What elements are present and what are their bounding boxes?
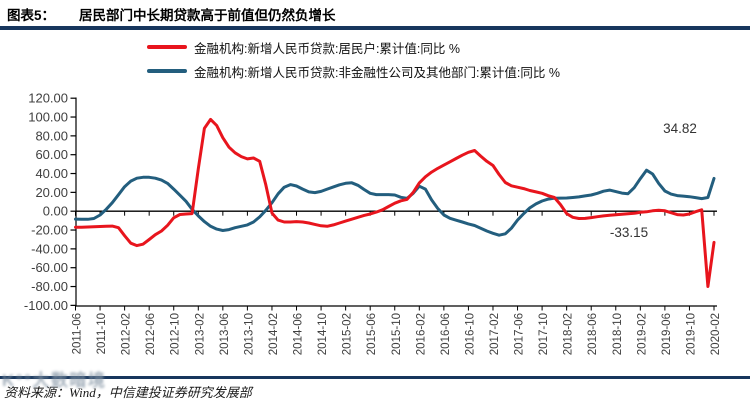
y-axis-label: 40.00 bbox=[35, 166, 68, 181]
x-axis-label: 2017-06 bbox=[514, 313, 526, 355]
x-axis-label: 2017-10 bbox=[538, 313, 550, 355]
legend-label: 金融机构:新增人民币贷款:非金融性公司及其他部门:累计值:同比 % bbox=[194, 65, 560, 80]
data-label: 34.82 bbox=[663, 121, 697, 136]
y-axis-label: 0.00 bbox=[43, 204, 68, 219]
y-axis-label: -60.00 bbox=[31, 260, 68, 275]
y-axis-label: 100.00 bbox=[28, 110, 68, 125]
title-divider bbox=[0, 26, 750, 30]
x-axis-label: 2013-10 bbox=[243, 313, 255, 355]
y-axis-label: -100.00 bbox=[24, 298, 68, 313]
x-axis-label: 2012-02 bbox=[121, 313, 133, 355]
x-axis-label: 2019-10 bbox=[685, 313, 697, 355]
x-axis-label: 2012-10 bbox=[170, 313, 182, 355]
x-axis-label: 2015-10 bbox=[391, 313, 403, 355]
x-axis-label: 2018-06 bbox=[587, 313, 599, 355]
x-axis-label: 2019-02 bbox=[636, 313, 648, 355]
series-line-household bbox=[74, 117, 716, 288]
watermark: K°°大数暗境 bbox=[2, 371, 107, 390]
x-axis-label: 2014-10 bbox=[317, 313, 329, 355]
x-axis-label: 2016-06 bbox=[440, 313, 452, 355]
figure-label: 图表5： bbox=[7, 8, 56, 23]
legend-item-nonfinancial: 金融机构:新增人民币贷款:非金融性公司及其他部门:累计值:同比 % bbox=[147, 59, 560, 83]
x-axis-label: 2017-02 bbox=[489, 313, 501, 355]
figure-title: 居民部门中长期贷款高于前值但仍然负增长 bbox=[79, 8, 336, 23]
x-axis-label: 2013-06 bbox=[219, 313, 231, 355]
x-axis-label: 2015-06 bbox=[366, 313, 378, 355]
y-axis-label: -40.00 bbox=[31, 241, 68, 256]
series-line-nonfinancial bbox=[74, 168, 716, 237]
chart-legend: 金融机构:新增人民币贷款:居民户:累计值:同比 % 金融机构:新增人民币贷款:非… bbox=[147, 35, 560, 83]
x-axis-label: 2014-02 bbox=[268, 313, 280, 355]
x-axis-label: 2016-10 bbox=[464, 313, 476, 355]
x-axis-label: 2012-06 bbox=[145, 313, 157, 355]
y-axis-label: -80.00 bbox=[31, 279, 68, 294]
footer-divider bbox=[0, 376, 750, 379]
x-axis-label: 2011-06 bbox=[72, 313, 84, 354]
x-axis-label: 2018-02 bbox=[563, 313, 575, 355]
x-axis-label: 2015-02 bbox=[342, 313, 354, 355]
legend-label: 金融机构:新增人民币贷款:居民户:累计值:同比 % bbox=[194, 41, 460, 56]
figure-title-row: 图表5： 居民部门中长期贷款高于前值但仍然负增长 bbox=[7, 4, 746, 24]
x-axis-label: 2019-06 bbox=[661, 313, 673, 355]
x-axis-label: 2020-02 bbox=[710, 313, 722, 355]
x-axis-label: 2018-10 bbox=[612, 313, 624, 355]
legend-swatch-blue bbox=[147, 68, 187, 74]
x-axis-label: 2016-02 bbox=[415, 313, 427, 355]
x-axis-label: 2014-06 bbox=[293, 313, 305, 355]
y-axis-label: 80.00 bbox=[35, 128, 68, 143]
legend-swatch-red bbox=[147, 44, 187, 50]
y-axis-label: -20.00 bbox=[31, 223, 68, 238]
data-label: -33.15 bbox=[610, 225, 648, 240]
y-axis-label: 20.00 bbox=[35, 185, 68, 200]
x-axis-label: 2011-10 bbox=[96, 313, 108, 354]
legend-item-household: 金融机构:新增人民币贷款:居民户:累计值:同比 % bbox=[147, 35, 560, 59]
y-axis-label: 120.00 bbox=[28, 91, 68, 106]
source-note: 资料来源：Wind，中信建投证券研究发展部 bbox=[4, 385, 252, 400]
x-axis-label: 2013-02 bbox=[194, 313, 206, 355]
y-axis-label: 60.00 bbox=[35, 147, 68, 162]
